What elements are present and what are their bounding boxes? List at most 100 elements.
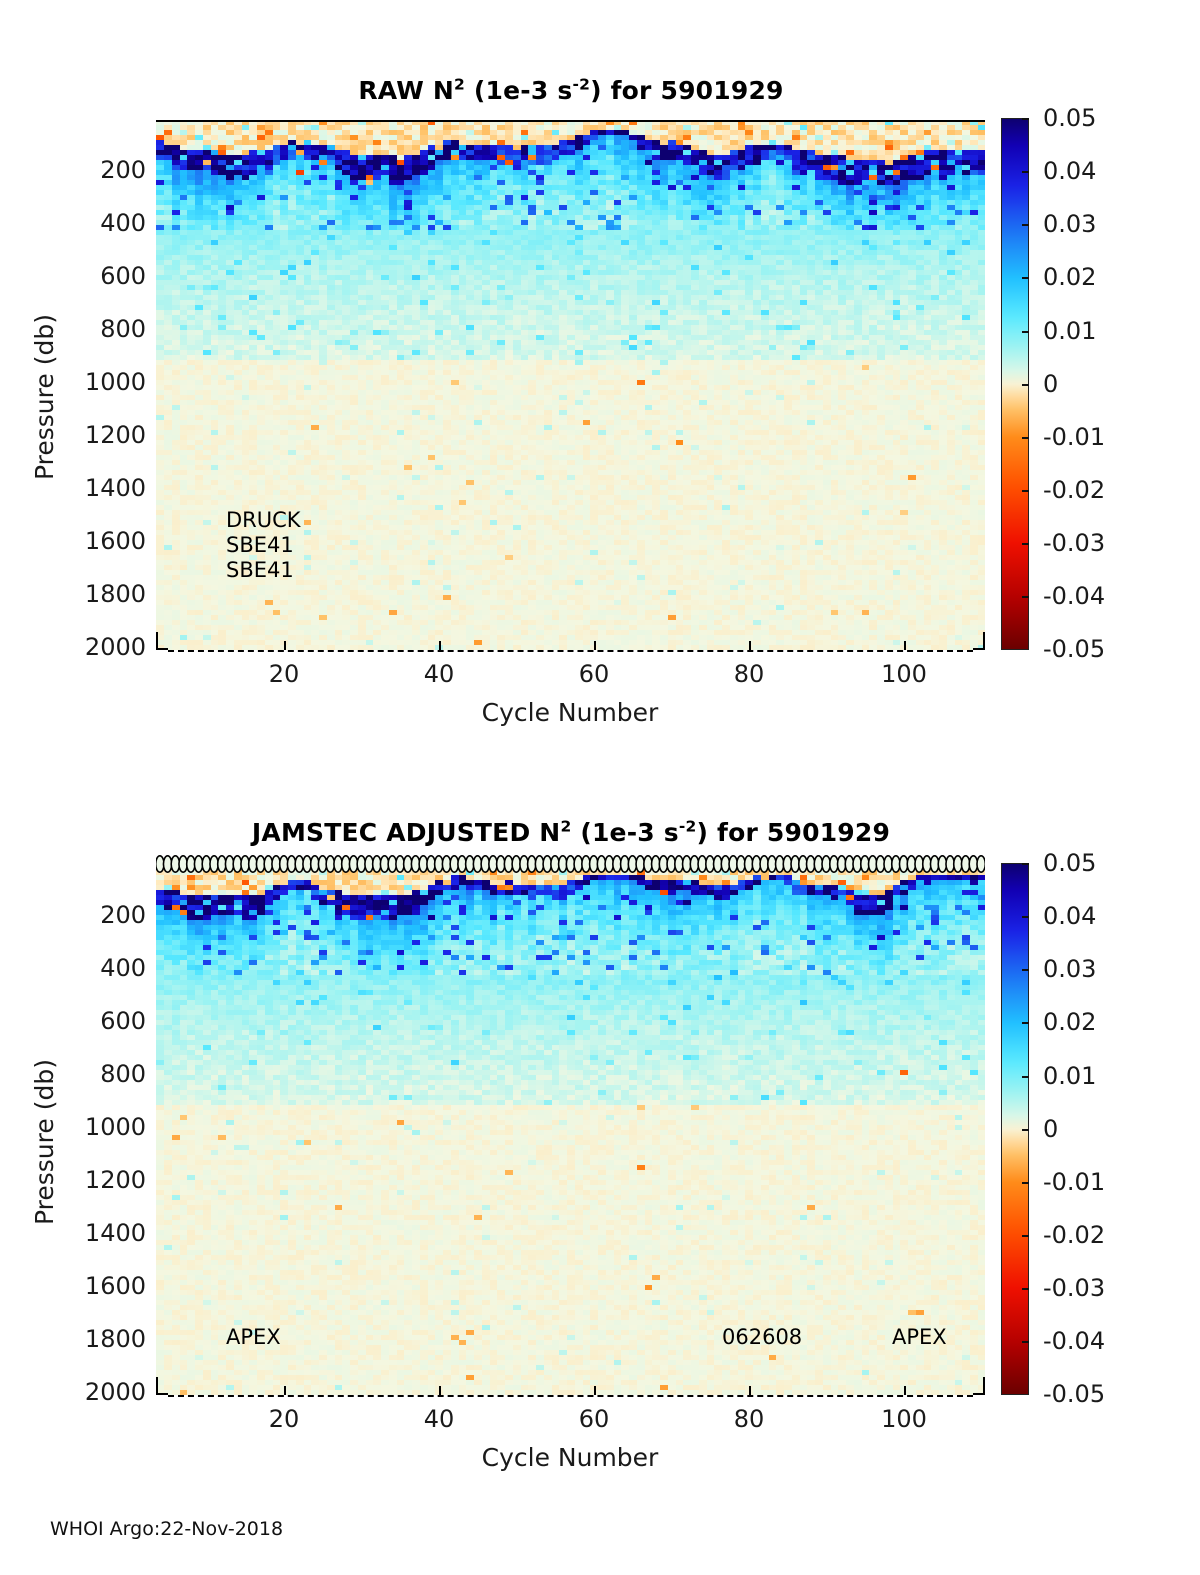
adjusted-colorbar-tick-5 <box>1022 1129 1029 1131</box>
adjusted-xtick-mark-60 <box>594 1386 596 1395</box>
adjusted-ytick-label-1000: 1000 <box>84 1113 146 1141</box>
adjusted-xtick-label-100: 100 <box>881 1405 927 1433</box>
adjusted-colorbar-label-0: 0.05 <box>1043 849 1097 877</box>
raw-ytick-label-2000: 2000 <box>84 633 146 661</box>
adjusted-ytick-label-1200: 1200 <box>84 1166 146 1194</box>
adjusted-ytick-label-2000: 2000 <box>84 1378 146 1406</box>
raw-title-superscript-2: -2 <box>572 75 591 94</box>
adjusted-plot-title: JAMSTEC ADJUSTED N2 (1e-3 s-2) for 59019… <box>156 818 986 847</box>
raw-xtick-label-100: 100 <box>881 660 927 688</box>
raw-colorbar-tick-6 <box>1022 437 1029 439</box>
raw-colorbar-tick-8 <box>1022 543 1029 545</box>
adjusted-xtick-label-20: 20 <box>268 1405 300 1433</box>
raw-annotation-2: SBE41 <box>226 558 294 582</box>
adjusted-ytick-label-1600: 1600 <box>84 1272 146 1300</box>
adjusted-colorbar-tick-7 <box>1022 1235 1029 1237</box>
adjusted-title-superscript-2: -2 <box>678 817 697 836</box>
raw-yaxis-label: Pressure (db) <box>30 314 59 480</box>
adjusted-axis-bottom-dashed <box>168 1395 973 1397</box>
raw-axis-left-corner <box>156 632 168 650</box>
adjusted-colorbar-label-3: 0.02 <box>1043 1008 1097 1036</box>
raw-title-prefix: RAW N <box>358 76 455 105</box>
adjusted-xtick-mark-100 <box>904 1386 906 1395</box>
adjusted-colorbar-label-7: -0.02 <box>1043 1221 1106 1249</box>
adjusted-colorbar-label-4: 0.01 <box>1043 1062 1097 1090</box>
adjusted-colorbar-label-9: -0.04 <box>1043 1327 1106 1355</box>
adjusted-xtick-mark-20 <box>284 1386 286 1395</box>
adjusted-colorbar-label-6: -0.01 <box>1043 1168 1106 1196</box>
raw-colorbar-label-4: 0.01 <box>1043 317 1097 345</box>
adjusted-yaxis-label: Pressure (db) <box>30 1059 59 1225</box>
adjusted-colorbar-label-8: -0.03 <box>1043 1274 1106 1302</box>
adjusted-colorbar-tick-3 <box>1022 1022 1029 1024</box>
adjusted-xtick-label-40: 40 <box>423 1405 455 1433</box>
adjusted-title-superscript: 2 <box>560 817 572 836</box>
adjusted-colorbar-tick-1 <box>1022 916 1029 918</box>
raw-colorbar-label-3: 0.02 <box>1043 263 1097 291</box>
raw-colorbar-tick-2 <box>1022 224 1029 226</box>
adjusted-xtick-mark-40 <box>439 1386 441 1395</box>
raw-colorbar-label-2: 0.03 <box>1043 210 1097 238</box>
adjusted-colorbar-tick-6 <box>1022 1182 1029 1184</box>
adjusted-title-prefix: JAMSTEC ADJUSTED N <box>251 818 561 847</box>
cycle-marker-row[interactable] <box>156 853 985 875</box>
raw-ytick-label-1600: 1600 <box>84 527 146 555</box>
figure-footer: WHOI Argo:22-Nov-2018 <box>50 1518 284 1540</box>
adjusted-axis-left-corner <box>156 1377 168 1395</box>
adjusted-ytick-label-1800: 1800 <box>84 1325 146 1353</box>
raw-colorbar-label-8: -0.03 <box>1043 529 1106 557</box>
raw-colorbar-tick-5 <box>1022 384 1029 386</box>
adjusted-xtick-mark-80 <box>749 1386 751 1395</box>
adjusted-colorbar-tick-2 <box>1022 969 1029 971</box>
adjusted-title-suffix: ) for 5901929 <box>696 818 891 847</box>
raw-colorbar-label-10: -0.05 <box>1043 635 1106 663</box>
raw-colorbar[interactable] <box>1001 118 1029 650</box>
raw-xtick-mark-100 <box>904 641 906 650</box>
raw-colorbar-tick-0 <box>1022 118 1029 120</box>
raw-colorbar-tick-9 <box>1022 596 1029 598</box>
raw-xtick-label-20: 20 <box>268 660 300 688</box>
raw-title-mid: (1e-3 s <box>465 76 573 105</box>
raw-ytick-label-800: 800 <box>100 315 146 343</box>
raw-ytick-label-1200: 1200 <box>84 421 146 449</box>
adjusted-colorbar-label-10: -0.05 <box>1043 1380 1106 1408</box>
adjusted-colorbar-tick-4 <box>1022 1076 1029 1078</box>
adjusted-axis-right-corner <box>973 1377 985 1395</box>
raw-xaxis-label: Cycle Number <box>481 698 659 727</box>
raw-ytick-label-200: 200 <box>100 156 146 184</box>
raw-colorbar-tick-1 <box>1022 171 1029 173</box>
adjusted-colorbar-tick-0 <box>1022 863 1029 865</box>
raw-axis-bottom-dashed <box>168 650 973 652</box>
raw-xtick-mark-20 <box>284 641 286 650</box>
raw-ytick-label-400: 400 <box>100 209 146 237</box>
raw-colorbar-tick-4 <box>1022 331 1029 333</box>
raw-axes-top-border <box>156 120 985 122</box>
raw-heatmap-axes[interactable] <box>156 120 985 650</box>
raw-colorbar-tick-3 <box>1022 277 1029 279</box>
raw-plot-title: RAW N2 (1e-3 s-2) for 5901929 <box>156 76 986 105</box>
raw-colorbar-label-5: 0 <box>1043 370 1059 398</box>
adjusted-annotation-2: APEX <box>892 1325 947 1349</box>
adjusted-xaxis-label: Cycle Number <box>481 1443 659 1472</box>
raw-ytick-label-600: 600 <box>100 262 146 290</box>
adjusted-ytick-label-1400: 1400 <box>84 1219 146 1247</box>
raw-ytick-label-1800: 1800 <box>84 580 146 608</box>
raw-colorbar-label-9: -0.04 <box>1043 582 1106 610</box>
raw-title-suffix: ) for 5901929 <box>590 76 784 105</box>
raw-xtick-mark-40 <box>439 641 441 650</box>
raw-heatmap-image <box>156 120 985 650</box>
raw-ytick-label-1000: 1000 <box>84 368 146 396</box>
adjusted-heatmap-axes[interactable] <box>156 865 985 1395</box>
adjusted-colorbar-tick-9 <box>1022 1341 1029 1343</box>
adjusted-ytick-label-600: 600 <box>100 1007 146 1035</box>
adjusted-colorbar-label-5: 0 <box>1043 1115 1059 1143</box>
raw-colorbar-tick-7 <box>1022 490 1029 492</box>
adjusted-heatmap-image <box>156 865 985 1395</box>
raw-xtick-label-40: 40 <box>423 660 455 688</box>
adjusted-ytick-label-200: 200 <box>100 901 146 929</box>
adjusted-ytick-label-800: 800 <box>100 1060 146 1088</box>
raw-colorbar-label-6: -0.01 <box>1043 423 1106 451</box>
raw-ytick-label-1400: 1400 <box>84 474 146 502</box>
adjusted-annotation-1: 062608 <box>722 1325 803 1349</box>
raw-colorbar-label-7: -0.02 <box>1043 476 1106 504</box>
